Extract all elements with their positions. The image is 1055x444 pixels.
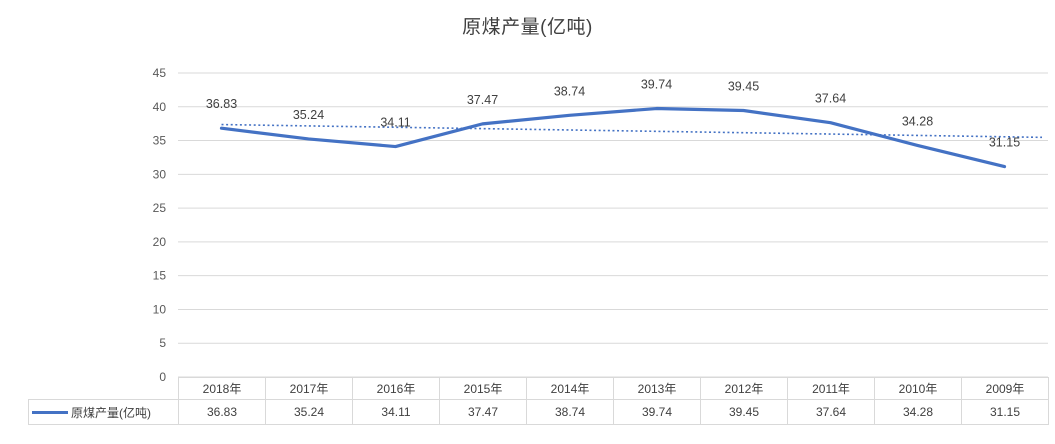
year-header-cell: 2018年	[178, 377, 266, 400]
y-axis-tick-label: 20	[153, 235, 167, 249]
chart-title: 原煤产量(亿吨)	[462, 17, 593, 38]
data-label: 31.15	[989, 136, 1020, 150]
data-table: 2018年 2017年 2016年 2015年 2014年 2013年 2012年 2011年…	[28, 377, 1049, 425]
data-label: 39.45	[728, 79, 759, 93]
year-header-cell: 2014年	[526, 377, 614, 400]
legend-cell: 原煤产量(亿吨)	[28, 399, 179, 425]
table-corner-cell	[29, 378, 179, 400]
value-cell: 38.74	[526, 399, 614, 425]
y-axis-tick-label: 40	[153, 100, 167, 114]
y-axis-tick-label: 15	[153, 269, 167, 283]
y-axis-tick-label: 35	[153, 134, 167, 148]
year-header-cell: 2017年	[265, 377, 353, 400]
data-label: 37.64	[815, 92, 846, 106]
value-cell: 37.64	[787, 399, 875, 425]
y-axis-labels: 0 5 10 15 20 25 30 35 40 45	[153, 66, 167, 384]
data-label: 39.74	[641, 78, 672, 92]
value-cell: 35.24	[265, 399, 353, 425]
y-axis-tick-label: 0	[159, 370, 166, 384]
trendline	[221, 123, 1043, 139]
year-header-cell: 2016年	[352, 377, 440, 400]
y-axis-tick-label: 10	[153, 302, 167, 316]
value-cell: 34.11	[352, 399, 440, 425]
year-header-cell: 2012年	[700, 377, 788, 400]
value-cell: 34.28	[874, 399, 962, 425]
value-cell: 31.15	[961, 399, 1049, 425]
y-axis-tick-label: 45	[153, 66, 167, 80]
data-label: 35.24	[293, 108, 324, 122]
data-labels: 36.83 35.24 34.11 37.47 38.74 39.74 39.45 37.64…	[206, 78, 1020, 150]
value-cell: 37.47	[439, 399, 527, 425]
year-header-cell: 2009年	[961, 377, 1049, 400]
year-header-cell: 2010年	[874, 377, 962, 400]
year-header-cell: 2015年	[439, 377, 527, 400]
data-label: 36.83	[206, 97, 237, 111]
year-header-cell: 2011年	[787, 377, 875, 400]
data-label: 34.11	[380, 116, 410, 130]
data-label: 38.74	[554, 84, 585, 98]
data-label: 34.28	[902, 114, 933, 128]
data-label: 37.47	[467, 93, 498, 107]
series-values-row: 原煤产量(亿吨) 36.83 35.24 34.11 37.47 38.74 39.74 39…	[28, 399, 1049, 425]
year-header-cell: 2013年	[613, 377, 701, 400]
y-axis-tick-label: 30	[153, 167, 167, 181]
value-cell: 39.45	[700, 399, 788, 425]
series-line	[219, 106, 1007, 169]
y-axis-tick-label: 5	[159, 336, 166, 350]
legend-line-swatch-icon	[32, 410, 68, 414]
value-cell: 36.83	[178, 399, 266, 425]
y-axis-tick-label: 25	[153, 201, 167, 215]
legend-label: 原煤产量(亿吨)	[71, 405, 151, 420]
year-header-row: 2018年 2017年 2016年 2015年 2014年 2013年 2012年 2011年…	[29, 377, 1049, 400]
value-cell: 39.74	[613, 399, 701, 425]
